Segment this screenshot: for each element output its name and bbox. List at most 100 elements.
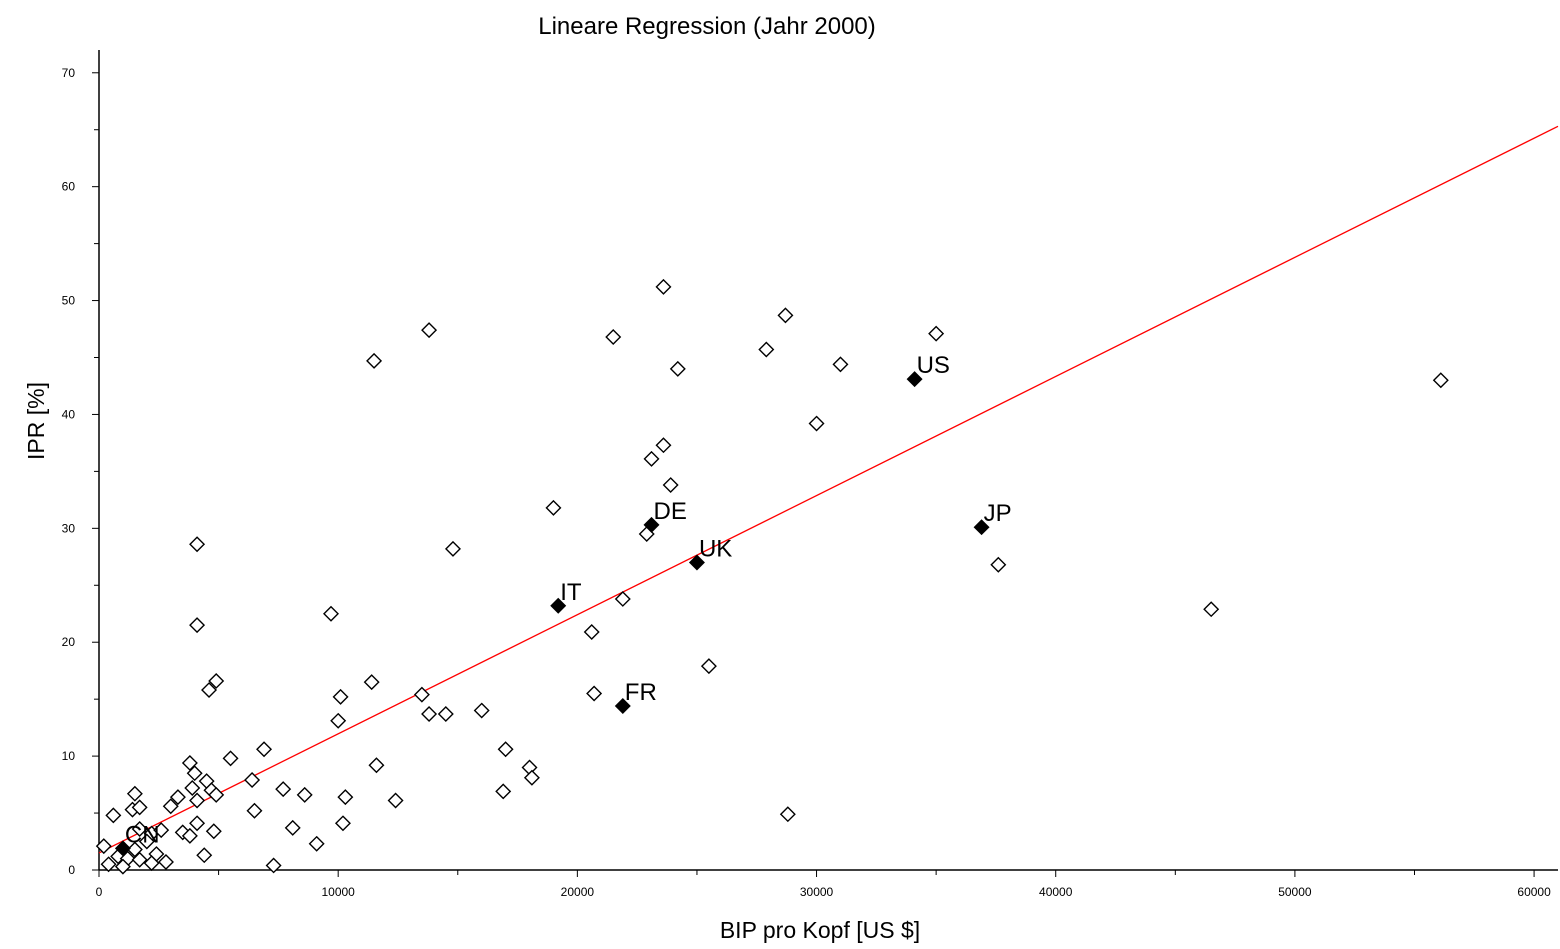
data-point [189,792,206,809]
data-point [308,835,325,852]
labeled-data-point [688,554,705,571]
data-point [275,781,292,798]
data-point [368,757,385,774]
x-tick-label: 30000 [800,885,834,899]
labeled-data-point [973,519,990,536]
data-point [244,772,261,789]
data-point [189,815,206,832]
x-axis-label: BIP pro Kopf [US $] [720,917,920,943]
labeled-data-point [114,840,131,857]
y-tick-label: 40 [62,407,76,421]
data-point [437,705,454,722]
y-tick-label: 60 [62,180,76,194]
data-point [337,789,354,806]
labeled-data-point [550,597,567,614]
data-point [189,536,206,553]
data-points [95,278,1449,875]
y-tick-label: 10 [62,749,76,763]
data-point [296,786,313,803]
data-point [105,807,122,824]
data-point [545,499,562,516]
x-tick-label: 10000 [321,885,355,899]
y-tick-label: 50 [62,294,76,308]
data-point [256,741,273,758]
labeled-data-point [643,516,660,533]
data-point [583,623,600,640]
data-point [605,329,622,345]
data-point [662,477,679,494]
data-point [655,437,672,454]
y-axis-label: IPR [%] [23,382,49,460]
data-point [332,688,349,705]
data-point [208,672,225,689]
x-tick-label: 60000 [1517,885,1551,899]
y-tick-label: 70 [62,66,76,80]
data-point [169,789,186,806]
axes: 0 10 20 30 40 50 60 70 0 10000 20000 30000 40000 5000… [62,50,1558,899]
data-point [205,823,222,840]
data-point [1432,372,1449,389]
data-point [523,769,540,786]
point-label: DE [654,498,687,525]
data-point [421,322,438,339]
data-point [586,685,603,702]
point-label: US [917,352,950,379]
chart-title: Lineare Regression (Jahr 2000) [538,13,876,40]
point-label: IT [560,579,582,606]
regression-line-group [98,125,1559,854]
data-point [363,674,380,691]
data-point [779,806,796,823]
data-point [655,278,672,295]
data-point [131,799,148,816]
data-point [777,307,794,324]
point-label: FR [625,679,657,706]
data-point [1203,601,1220,618]
data-point [413,686,430,703]
data-point [181,827,198,844]
data-point [95,838,112,855]
data-point [758,341,775,358]
data-point [265,857,282,874]
data-point [928,325,945,342]
data-point [323,605,339,622]
x-tick-label: 40000 [1039,885,1073,899]
data-point [153,822,170,839]
data-point [138,833,155,850]
data-point [143,855,160,872]
data-point [100,856,117,873]
point-label: UK [699,536,732,563]
data-point [284,819,301,836]
y-tick-label: 20 [62,635,76,649]
data-point [387,792,404,809]
data-point [126,841,143,858]
data-point [201,682,218,699]
labeled-data-point [614,698,631,714]
data-point [495,783,512,800]
data-point [184,780,201,796]
data-point [131,851,148,868]
y-tick-label: 30 [62,521,76,535]
data-point [157,854,174,871]
data-point [832,356,849,373]
x-tick-label: 20000 [561,885,595,899]
x-tick-label: 50000 [1278,885,1312,899]
data-point [808,415,825,432]
data-point [497,741,514,758]
data-point [473,702,490,719]
data-point [189,617,206,634]
data-point [196,847,213,864]
data-point [421,705,438,722]
data-point [114,858,131,875]
data-point [614,590,631,607]
data-point [246,802,263,819]
y-tick-label: 0 [68,863,75,877]
data-point [162,798,179,815]
data-point [208,786,225,803]
data-point [990,556,1007,573]
data-point [669,360,686,377]
point-label: CN [125,821,160,848]
data-point [643,450,660,467]
data-point [330,712,347,729]
labeled-data-point [906,371,923,388]
